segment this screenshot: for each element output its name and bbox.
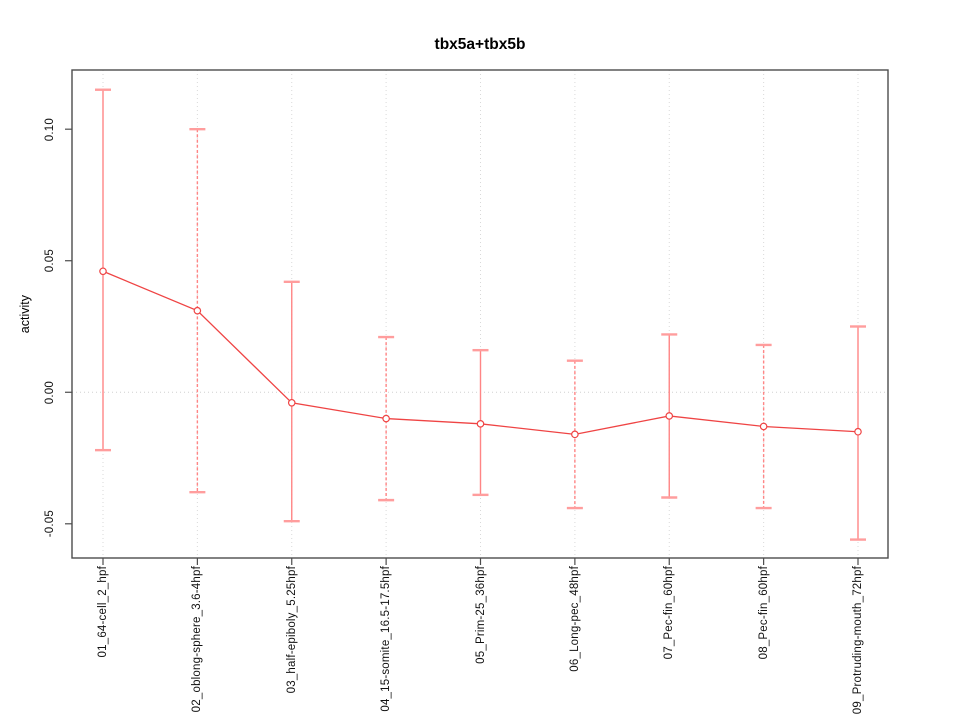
data-point-marker [665, 412, 674, 420]
x-category-label: 03_half-epiboly_5.25hpf [285, 566, 298, 694]
data-point-marker [854, 427, 862, 436]
x-category-label: 01_64-cell_2_hpf [97, 566, 109, 658]
y-tick-label: -0.05 [44, 510, 56, 538]
data-point-marker [287, 398, 296, 407]
x-category-label: 04_15-somite_16.5-17.5hpf [380, 566, 393, 712]
x-category-label: 06_Long-pec_48hpf [568, 566, 581, 672]
data-point-marker [193, 306, 202, 315]
x-category-label: 08_Pec-fin_60hpf [757, 566, 770, 660]
y-tick-label: 0.10 [44, 117, 56, 141]
y-tick-label: 0.00 [44, 380, 56, 404]
data-point-marker [99, 267, 107, 276]
chart-title: tbx5a+tbx5b [434, 36, 526, 53]
data-point-marker [382, 414, 390, 423]
x-category-label: 09_Protruding-mouth_72hpf [852, 566, 864, 715]
data-point-marker [476, 420, 485, 428]
data-point-marker [759, 422, 768, 431]
x-category-label: 07_Pec-fin_60hpf [663, 566, 676, 660]
x-category-label: 02_oblong-sphere_3.6-4hpf [191, 566, 204, 713]
x-category-label: 05_Prim-25_36hpf [474, 566, 487, 664]
y-tick-label: 0.05 [44, 249, 56, 273]
data-point-marker [571, 430, 579, 439]
